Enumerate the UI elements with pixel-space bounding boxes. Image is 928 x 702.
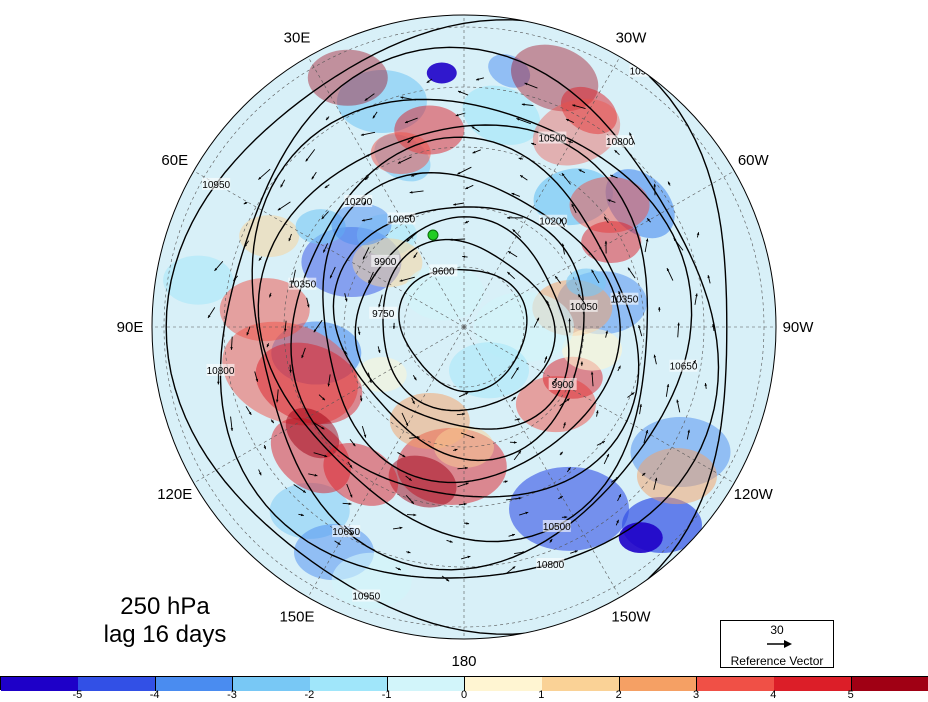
contour-label: 9900	[374, 257, 397, 268]
wind-vectors	[207, 77, 715, 582]
colorbar-tick-label: 1	[538, 689, 545, 701]
height-contours: 1095010950109501080010800108001065010650…	[165, 19, 728, 635]
contour-label: 10050	[570, 302, 598, 313]
longitude-labels: 0 30W 60W 90W 120W 150W 180 150E 120E 90E 60E 30E	[117, 0, 815, 670]
contour-label: 10800	[207, 366, 235, 377]
contour-label: 10350	[288, 280, 316, 291]
contour-label: 10500	[543, 522, 571, 533]
colorbar-tick-label: -5	[72, 689, 83, 701]
title-lag: lag 16 days	[103, 621, 227, 648]
longitude-label: 60W	[738, 152, 770, 169]
contour-label: 10950	[352, 592, 380, 603]
contour-label: 10950	[202, 180, 230, 191]
contour-label: 10650	[332, 527, 360, 538]
location-marker	[427, 229, 439, 241]
colorbar-swatch	[387, 677, 466, 691]
contour-label: 10800	[606, 137, 634, 148]
reference-arrow-icon	[767, 640, 792, 648]
colorbar-swatch	[155, 677, 234, 691]
longitude-label: 90W	[783, 319, 815, 336]
colorbar-tick-label: 4	[770, 689, 777, 701]
longitude-label: 150W	[611, 608, 651, 625]
contour-label: 10500	[538, 134, 566, 145]
colorbar-tick-label: 5	[847, 689, 854, 701]
longitude-label: 30W	[616, 30, 648, 47]
colorbar-swatch	[619, 677, 698, 691]
title-level: 250 hPa	[120, 593, 210, 620]
colorbar	[0, 676, 928, 691]
longitude-label: 60E	[161, 152, 188, 169]
longitude-label: 120W	[734, 486, 774, 503]
contour-label: 10650	[670, 362, 698, 373]
longitude-label: 90E	[117, 319, 144, 336]
contour-label: 10800	[536, 560, 564, 571]
colorbar-tick-label: -4	[149, 689, 160, 701]
contour-label: 9600	[432, 266, 455, 277]
longitude-label: 150E	[279, 608, 314, 625]
contour-label: 10350	[611, 295, 639, 306]
colorbar-tick-label: -1	[381, 689, 392, 701]
colorbar-swatch	[851, 677, 928, 691]
contour-label: 10050	[387, 214, 415, 225]
contour-label: 10200	[344, 197, 372, 208]
longitude-label: 180	[451, 653, 476, 670]
colorbar-tick-label: -2	[304, 689, 315, 701]
colorbar-tick-label: 3	[692, 689, 700, 701]
longitude-label: 30E	[284, 30, 311, 47]
longitude-label: 120E	[157, 486, 192, 503]
reference-vector-box: 30 Reference Vector	[720, 620, 834, 668]
reference-vector-label: Reference Vector	[730, 654, 824, 668]
contour-label: 9900	[552, 380, 575, 391]
colorbar-tick-label: -3	[227, 689, 237, 701]
contour-label: 10200	[539, 217, 567, 228]
reference-vector-value: 30	[770, 623, 784, 637]
colorbar-tick-label: 2	[615, 689, 622, 701]
location-marker-dot	[427, 229, 439, 241]
colorbar-tick-label: 0	[460, 689, 468, 701]
contour-label: 9750	[372, 309, 395, 320]
longitude-label: 0	[460, 0, 468, 2]
map-border	[151, 14, 777, 640]
